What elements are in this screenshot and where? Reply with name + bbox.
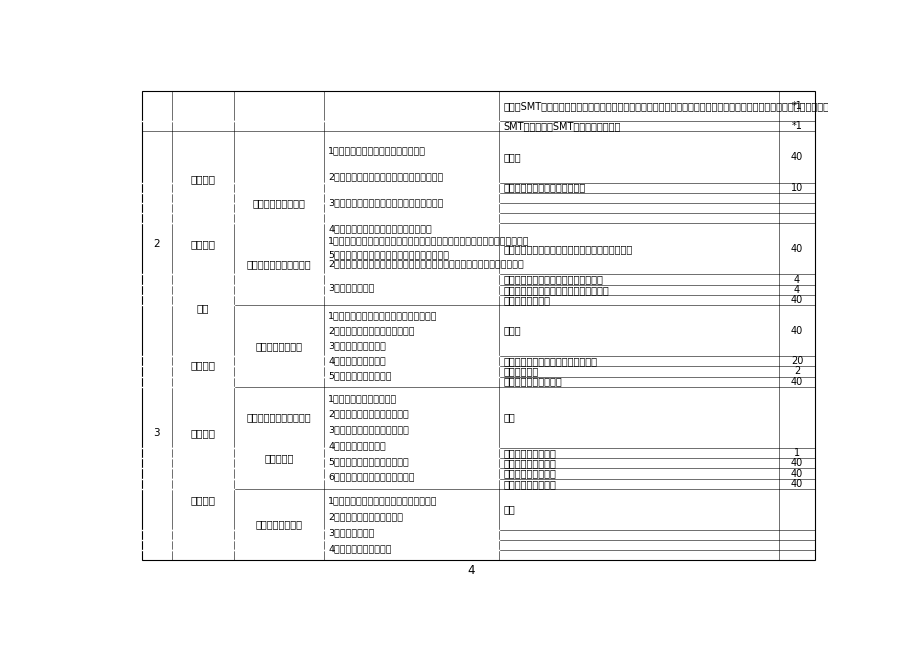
Text: 信号发生器、示波器、直流稳压电源、交流毫伏表: 信号发生器、示波器、直流稳压电源、交流毫伏表	[503, 244, 631, 254]
Text: 40: 40	[790, 458, 802, 468]
Text: 40: 40	[790, 152, 802, 162]
Text: 3、综合测试实训: 3、综合测试实训	[328, 283, 374, 292]
Text: 模拟、数字电路测试实训: 模拟、数字电路测试实训	[246, 259, 311, 270]
Text: 电子仪器维修实训: 电子仪器维修实训	[255, 519, 302, 530]
Text: 产品可选）: 产品可选）	[264, 453, 293, 464]
Text: 1、二极管测试（管脚、材料、特性）: 1、二极管测试（管脚、材料、特性）	[328, 146, 425, 156]
Text: 2、家电产品结构认识及拆装实训: 2、家电产品结构认识及拆装实训	[328, 327, 414, 335]
Text: 电子产品: 电子产品	[190, 360, 215, 370]
Text: 5、复印机、扫描仪维护、维修: 5、复印机、扫描仪维护、维修	[328, 457, 408, 466]
Text: 3、打印机常见故障定位与检修: 3、打印机常见故障定位与检修	[328, 426, 408, 434]
Text: 3、场效晶体管（管脚、材料、类型、特性）: 3、场效晶体管（管脚、材料、类型、特性）	[328, 199, 443, 208]
Text: 电子元器件检测实训: 电子元器件检测实训	[253, 198, 305, 208]
Text: 同上: 同上	[503, 505, 515, 514]
Text: 2、数字电路测试（逻辑功能、分辨率、转换效率、误差测试、误码检测等）: 2、数字电路测试（逻辑功能、分辨率、转换效率、误差测试、误码检测等）	[328, 260, 523, 269]
Text: 办公设备维修实训（维修: 办公设备维修实训（维修	[246, 412, 311, 422]
Text: （可选）: （可选）	[190, 495, 215, 505]
Text: 4: 4	[793, 284, 800, 295]
Text: 晶体管图示仪、集成电路测试仪: 晶体管图示仪、集成电路测试仪	[503, 183, 584, 193]
Text: 1: 1	[793, 448, 800, 458]
Text: *1: *1	[790, 101, 801, 111]
Text: 40: 40	[790, 469, 802, 478]
Text: 40: 40	[790, 377, 802, 387]
Text: 6、办公设备常见故障定位与检修: 6、办公设备常见故障定位与检修	[328, 473, 414, 482]
Text: SMT组装系统（SMT生产线教学录像）: SMT组装系统（SMT生产线教学录像）	[503, 121, 619, 132]
Text: 5、常见故障定位与检修: 5、常见故障定位与检修	[328, 371, 391, 380]
Text: 2: 2	[153, 239, 160, 249]
Text: 示波器、信号发生器、直流稳压电源: 示波器、信号发生器、直流稳压电源	[503, 356, 596, 367]
Text: 3、电源电路测量: 3、电源电路测量	[328, 528, 374, 537]
Text: 4: 4	[793, 275, 800, 284]
Text: 智能计数器、频率特性测试仪、失真度仪: 智能计数器、频率特性测试仪、失真度仪	[503, 284, 608, 295]
Text: 40: 40	[790, 295, 802, 305]
Text: 3、电源电路故障检测: 3、电源电路故障检测	[328, 341, 385, 350]
Text: 5、中小规模数字集成电路（管脚、功能测试）: 5、中小规模数字集成电路（管脚、功能测试）	[328, 251, 448, 260]
Text: 万周表: 万周表	[503, 152, 520, 162]
Text: 4: 4	[467, 564, 475, 577]
Text: 打印机维修专用工具: 打印机维修专用工具	[503, 469, 555, 478]
Text: 实训: 实训	[197, 303, 209, 313]
Text: 4、打印机鼓、粉更换: 4、打印机鼓、粉更换	[328, 441, 385, 450]
Text: 多功能校准仪: 多功能校准仪	[503, 367, 538, 376]
Text: 3: 3	[153, 428, 160, 437]
Text: 计算机组装专用工具: 计算机组装专用工具	[503, 458, 555, 468]
Text: 1、熟悉维修对象印刷电路板图和电原理图: 1、熟悉维修对象印刷电路板图和电原理图	[328, 496, 437, 505]
Text: 40: 40	[790, 326, 802, 336]
Text: 测试技能: 测试技能	[190, 239, 215, 249]
Text: 万周表: 万周表	[503, 326, 520, 336]
Text: 4、控制电路故障检测: 4、控制电路故障检测	[328, 356, 385, 365]
Text: 维修实训: 维修实训	[190, 428, 215, 437]
Text: 40: 40	[790, 244, 802, 254]
Text: *1: *1	[790, 121, 801, 132]
Text: 2: 2	[793, 367, 800, 376]
Text: 综合测试实训载体: 综合测试实训载体	[503, 295, 550, 305]
Text: 同上: 同上	[503, 412, 515, 422]
Text: 2、晶体管测试（管脚、材料、类型、特性）: 2、晶体管测试（管脚、材料、类型、特性）	[328, 173, 443, 182]
Text: 40: 40	[790, 478, 802, 489]
Text: 2、电路结构认识及拆装实训: 2、电路结构认识及拆装实训	[328, 512, 403, 521]
Text: 复印机维修专用工具: 复印机维修专用工具	[503, 478, 555, 489]
Text: 4、集成运算放大器（管脚、性能指标）: 4、集成运算放大器（管脚、性能指标）	[328, 225, 431, 234]
Text: 1、熟悉家电产品印刷电路板图和电原理图: 1、熟悉家电产品印刷电路板图和电原理图	[328, 312, 437, 321]
Text: 2、计算机常见故障定位与检修: 2、计算机常见故障定位与检修	[328, 409, 408, 419]
Text: 4、调制解调电路的测量: 4、调制解调电路的测量	[328, 544, 391, 553]
Text: 逻辑分析仪、分贝测试仪、误码测试仪: 逻辑分析仪、分贝测试仪、误码测试仪	[503, 275, 602, 284]
Text: 20: 20	[790, 356, 802, 367]
Text: 小规模SMT工艺装置（配套模板、贴片工具、真空吸笔、热风台、手动丝网印刷机、焊膏分配器、气泵、再流焊机等）、表贴设备生产线教学录像: 小规模SMT工艺装置（配套模板、贴片工具、真空吸笔、热风台、手动丝网印刷机、焊膏…	[503, 101, 887, 111]
Text: 10: 10	[790, 183, 802, 193]
Text: 实训载体（维修对象）: 实训载体（维修对象）	[503, 377, 562, 387]
Text: 1、模拟电路测试（输出功率、频带宽度、输入灵敏度、失真度、整机功耗等）: 1、模拟电路测试（输出功率、频带宽度、输入灵敏度、失真度、整机功耗等）	[328, 236, 529, 245]
Text: 家电产品维修实训: 家电产品维修实训	[255, 341, 302, 351]
Text: 1、计算机组装或拆装实训: 1、计算机组装或拆装实训	[328, 394, 397, 403]
Text: 电子电路: 电子电路	[190, 174, 215, 185]
Text: 计算机常用测试软件: 计算机常用测试软件	[503, 448, 555, 458]
